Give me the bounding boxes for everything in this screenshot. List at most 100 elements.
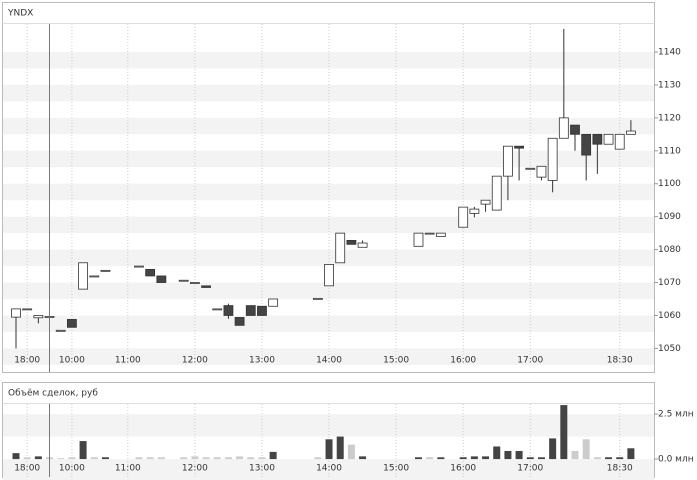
volume-bar [34, 456, 42, 460]
candle-body [55, 329, 66, 332]
volume-bar [57, 458, 65, 460]
x-tick-label: 15:00 [383, 356, 409, 366]
y-tick-label: 1080 [658, 245, 681, 255]
y-tick-label: 1070 [658, 278, 681, 288]
x-tick-label: 11:00 [115, 464, 141, 474]
volume-bar [12, 453, 20, 460]
volume-bar [146, 457, 154, 460]
candle-body [603, 133, 614, 145]
x-tick-label: 14:00 [316, 356, 342, 366]
candle-body [89, 275, 100, 278]
plot-layer: 1050 1060 1070 1080 1090 1100 1110 1120 1130 1140… [3, 24, 694, 480]
candle-body [480, 199, 491, 205]
volume-bar [526, 457, 534, 460]
volume-bar [236, 456, 244, 460]
y-tick-label: 1120 [658, 113, 681, 123]
volume-bar [247, 457, 255, 460]
candle-body [212, 308, 223, 311]
volume-bar [23, 457, 31, 460]
candle-body [435, 232, 446, 237]
x-tick-label: 12:00 [182, 356, 208, 366]
volume-bar [493, 446, 501, 460]
candle-body [245, 305, 256, 316]
volume-bar [482, 456, 490, 460]
volume-bar [157, 457, 165, 460]
volume-bar [90, 457, 98, 460]
volume-bar [504, 450, 512, 460]
grid-band [3, 414, 654, 437]
volume-bar [79, 441, 87, 460]
x-tick-label: 17:00 [517, 464, 543, 474]
volume-bar [135, 457, 143, 460]
candle-body [268, 298, 279, 307]
grid-band [3, 84, 654, 102]
y-tick-label: 1050 [658, 344, 681, 354]
grid-band [3, 51, 654, 69]
x-tick-label: 10:00 [59, 464, 85, 474]
candle-body [178, 279, 189, 282]
candle-body [100, 269, 111, 272]
candle-body [201, 285, 211, 288]
grid-band [3, 282, 654, 300]
candle-body [514, 145, 524, 149]
candle-body [11, 308, 21, 318]
candle-body [22, 308, 33, 311]
candle-body [189, 282, 200, 284]
x-tick-label: 13:00 [249, 356, 275, 366]
volume-bar [616, 457, 624, 460]
volume-title: Объём сделок, руб [8, 389, 98, 399]
volume-bar [68, 457, 76, 460]
volume-bar [605, 457, 613, 460]
candle-body [570, 124, 580, 135]
volume-bar [582, 439, 590, 460]
volume-bar [180, 457, 188, 460]
candle-body [558, 117, 569, 139]
x-tick-label: 15:00 [383, 464, 409, 474]
candle-body [536, 165, 547, 178]
volume-bar [314, 457, 322, 460]
grid-band [3, 249, 654, 267]
x-tick-label: 18:30 [607, 464, 633, 474]
candle-body [257, 305, 267, 316]
volume-bar [269, 451, 277, 460]
y-tick-label: 1060 [658, 311, 681, 321]
volume-bar [426, 457, 434, 460]
x-tick-label: 16:00 [450, 464, 476, 474]
volume-bar [101, 457, 109, 460]
y-tick-label: 1110 [658, 146, 681, 156]
candle-body [145, 268, 156, 277]
candle-body [324, 264, 334, 287]
volume-bar [347, 444, 355, 460]
candle-body [525, 167, 536, 170]
volume-bar [191, 456, 199, 460]
volume-bar [549, 438, 557, 460]
grid-band [3, 216, 654, 234]
candle-body [67, 319, 77, 328]
x-tick-label: 10:00 [59, 356, 85, 366]
y-tick-label: 1140 [658, 47, 681, 57]
grid-band [3, 150, 654, 168]
candle-body [458, 206, 469, 228]
volume-bar [537, 457, 545, 460]
volume-bar [515, 450, 523, 460]
volume-bar [414, 457, 422, 460]
candle-body [614, 133, 625, 150]
candle-body [413, 232, 424, 247]
volume-bar [571, 450, 579, 460]
candle-body [503, 145, 513, 177]
candle-body [491, 175, 502, 211]
y-tick-label: 1130 [658, 80, 681, 90]
candle-body [156, 275, 167, 283]
candle-body [134, 265, 144, 268]
grid-band [3, 459, 654, 480]
volume-bar [560, 405, 568, 460]
candle-body [346, 239, 357, 245]
volume-bar [627, 448, 635, 460]
candle-body [547, 137, 558, 181]
grid-band [3, 117, 654, 135]
x-tick-label: 18:00 [14, 356, 40, 366]
volume-bar [359, 456, 367, 460]
grid-band [3, 183, 654, 201]
x-tick-label: 13:00 [249, 464, 275, 474]
y-tick-label: 1100 [658, 179, 681, 189]
